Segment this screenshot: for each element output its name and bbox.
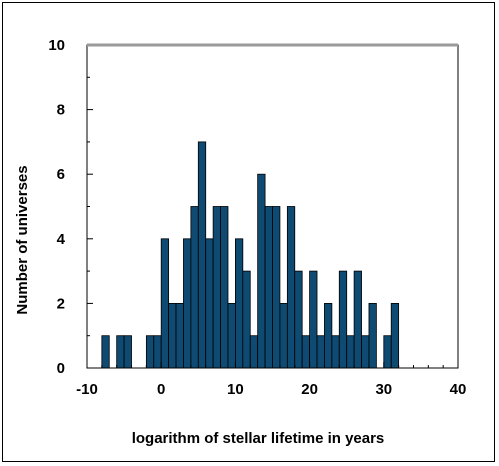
histogram-bar xyxy=(353,270,362,369)
histogram-bar xyxy=(197,141,207,369)
histogram-bar xyxy=(212,206,221,369)
histogram-bar xyxy=(183,238,192,369)
y-tick-label: 4 xyxy=(57,231,66,248)
histogram-bar xyxy=(346,335,355,369)
histogram-bar xyxy=(361,335,370,369)
histogram-bar xyxy=(168,302,177,369)
histogram-bar xyxy=(286,206,296,369)
y-tick-label: 8 xyxy=(57,102,65,119)
histogram-bar xyxy=(279,302,288,369)
y-tick-label: 6 xyxy=(57,166,65,183)
histogram-bar xyxy=(368,302,377,369)
histogram-bar xyxy=(145,335,155,369)
histogram-bar xyxy=(390,302,400,369)
histogram-bar xyxy=(153,335,162,369)
histogram-bar xyxy=(324,302,333,369)
x-tick-label: 40 xyxy=(450,381,467,398)
histogram-bar xyxy=(220,206,229,369)
histogram-bar xyxy=(190,206,199,369)
x-tick-label: 20 xyxy=(301,381,318,398)
histogram-bar xyxy=(101,335,110,369)
histogram-bar xyxy=(242,270,251,369)
x-tick-label: -10 xyxy=(76,381,98,398)
bars-group xyxy=(101,141,400,369)
x-tick-label: 0 xyxy=(157,381,165,398)
x-tick-label: 10 xyxy=(227,381,244,398)
histogram-bar xyxy=(175,302,184,369)
histogram-bar xyxy=(227,302,236,369)
histogram-bar xyxy=(316,335,325,369)
histogram-bar xyxy=(116,335,125,369)
histogram-bar xyxy=(249,335,259,369)
histogram-bar xyxy=(234,238,244,369)
histogram-bar xyxy=(338,270,348,369)
y-tick-label: 0 xyxy=(57,360,65,377)
histogram-bar xyxy=(160,238,170,369)
y-tick-labels: 0 2 4 6 8 10 xyxy=(48,37,65,377)
x-axis-title: logarithm of stellar lifetime in years xyxy=(132,430,385,447)
y-tick-label: 10 xyxy=(48,37,65,54)
histogram-bar xyxy=(383,335,392,369)
histogram-bar xyxy=(257,173,266,369)
histogram-bar xyxy=(309,270,318,369)
x-tick-labels: -10 0 10 20 30 40 xyxy=(76,381,466,398)
y-axis-title: Number of universes xyxy=(14,165,31,314)
histogram-bar xyxy=(294,270,303,369)
y-tick-label: 2 xyxy=(57,295,65,312)
histogram-bar xyxy=(123,335,132,369)
x-tick-label: 30 xyxy=(375,381,392,398)
histogram-bar xyxy=(301,335,310,369)
histogram-bar xyxy=(205,238,214,369)
chart-frame xyxy=(2,2,495,462)
histogram-bar xyxy=(272,206,281,369)
histogram-bar xyxy=(264,206,273,369)
histogram-bar xyxy=(331,335,340,369)
